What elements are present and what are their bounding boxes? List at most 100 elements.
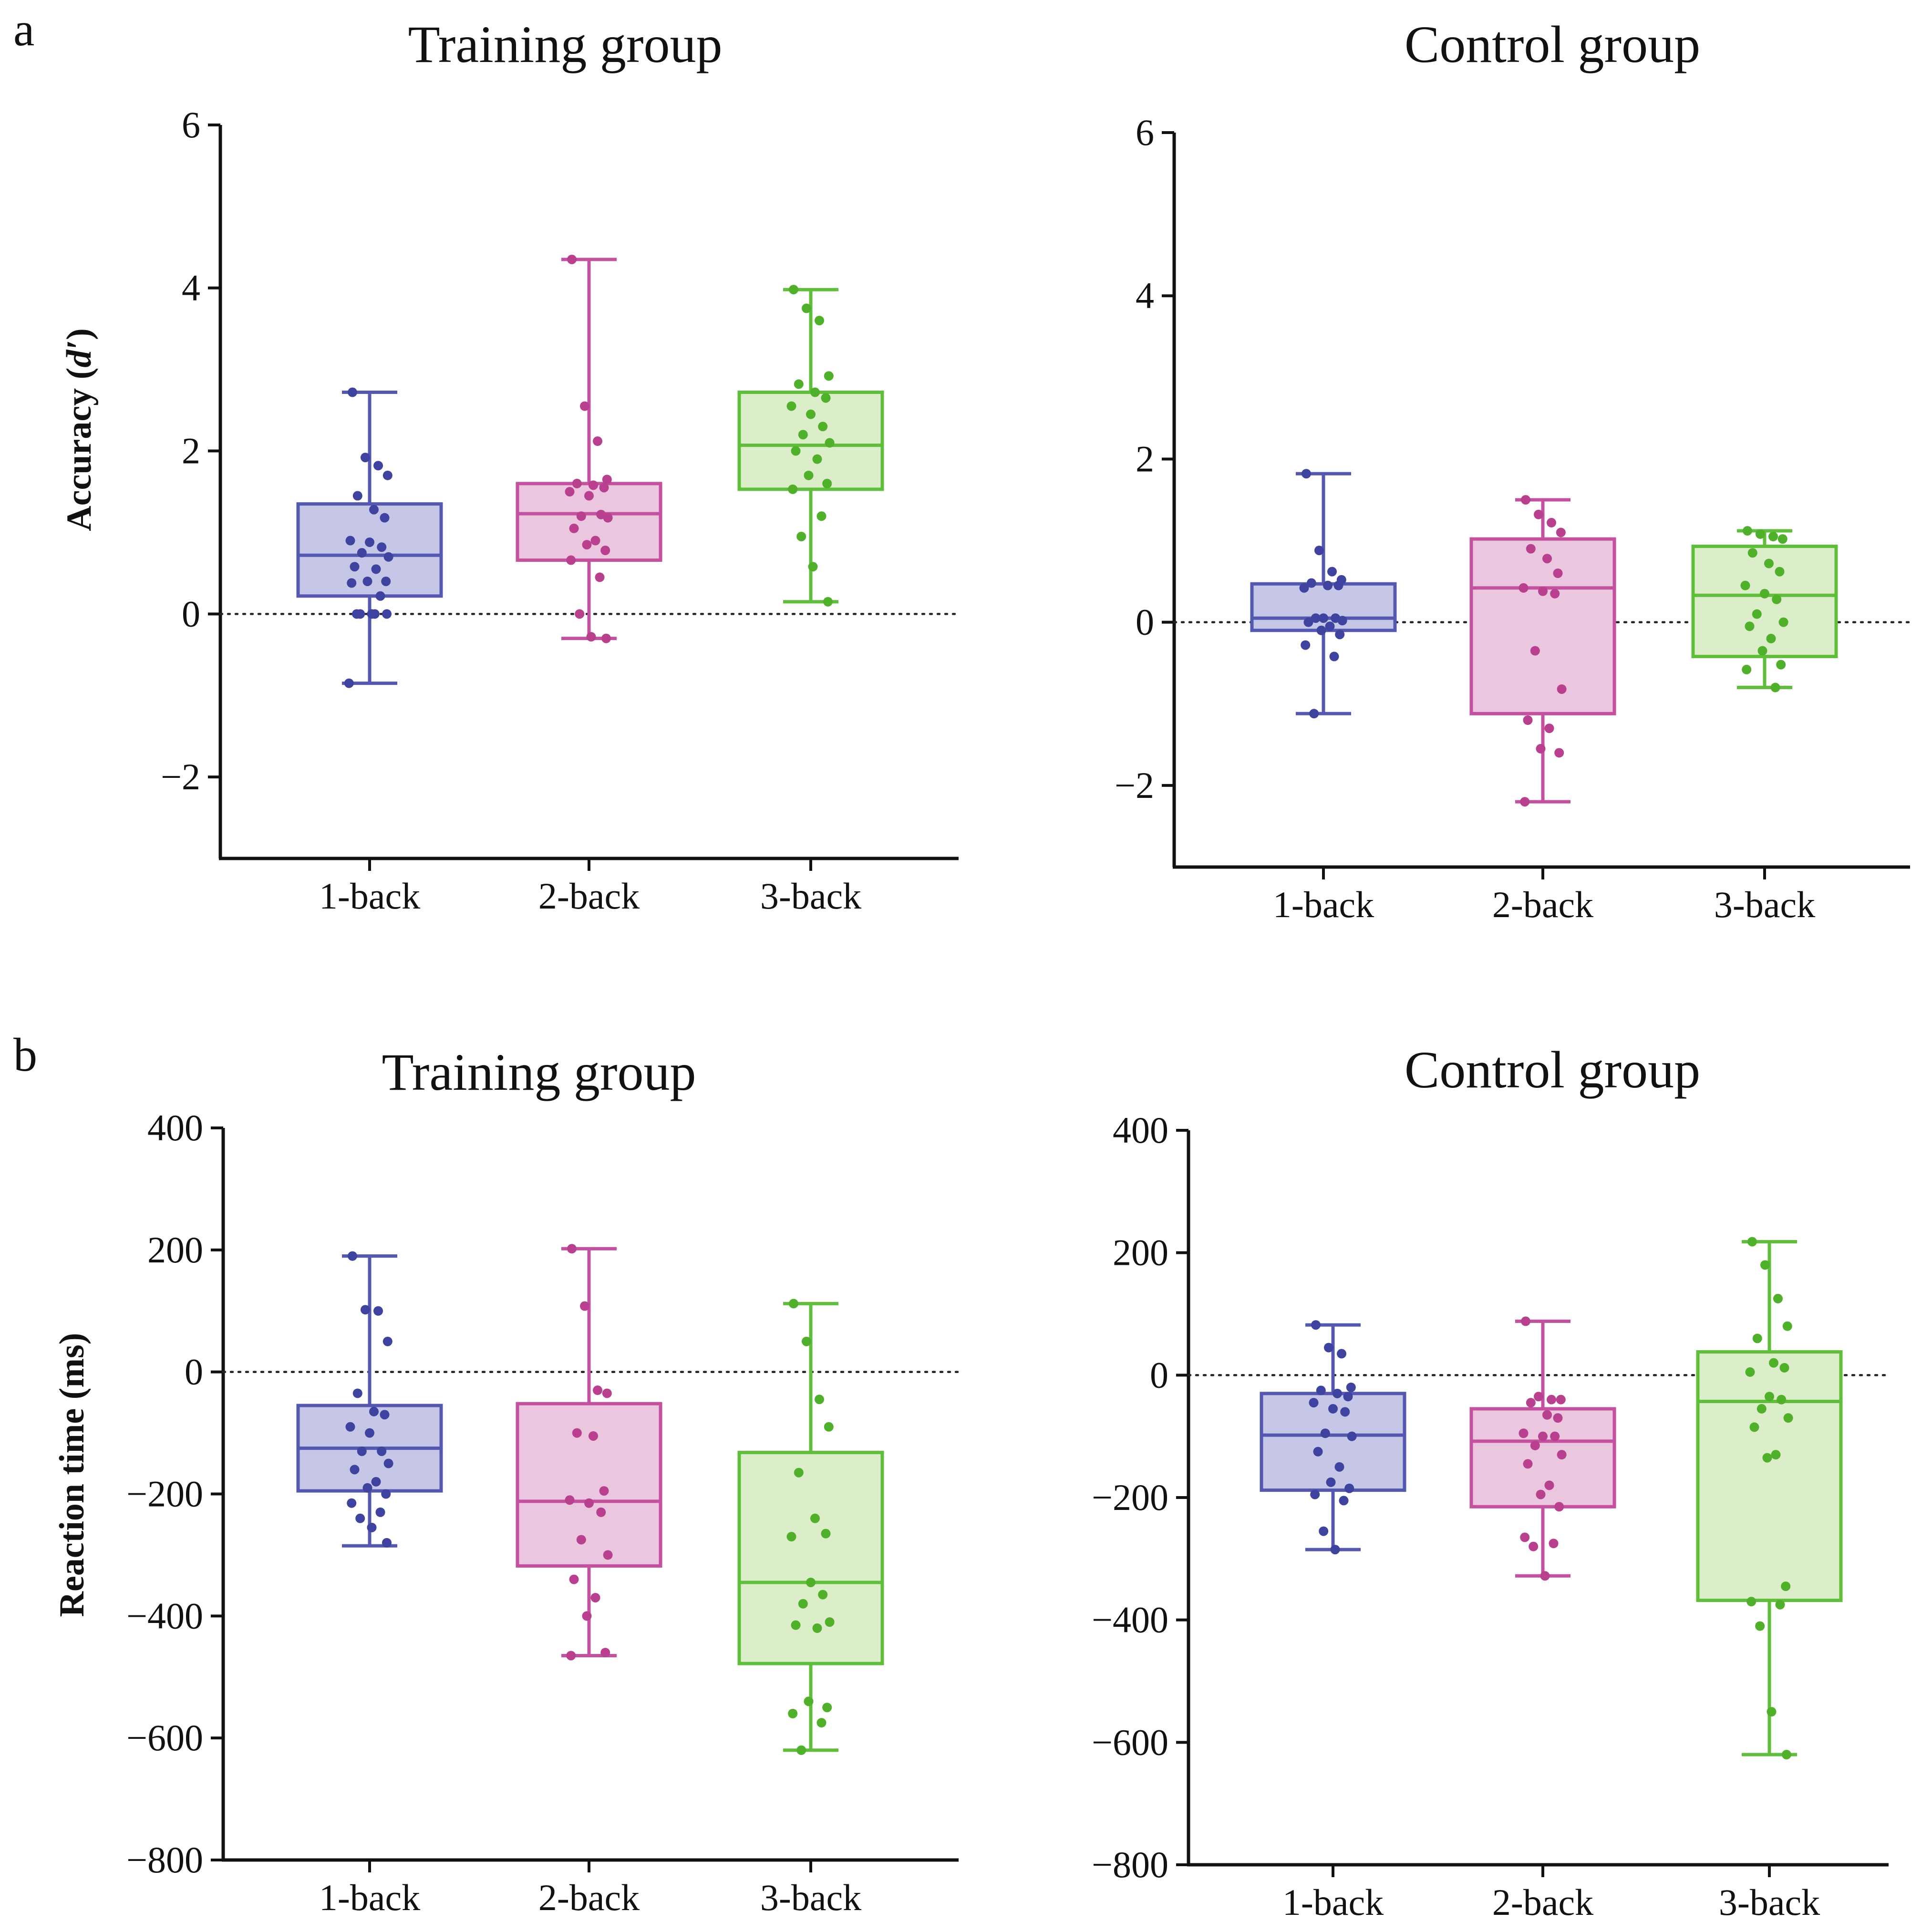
data-point (1313, 1447, 1323, 1457)
box-iqr (1250, 582, 1397, 632)
data-point (586, 632, 596, 642)
box-3-back (737, 1299, 884, 1755)
data-point (1520, 1532, 1530, 1542)
box-iqr (737, 1451, 884, 1665)
data-point (1316, 1385, 1326, 1395)
y-tick-label: 0 (182, 593, 200, 634)
y-tick-label: −400 (126, 1595, 203, 1636)
data-point (1344, 1483, 1354, 1493)
data-point (1323, 580, 1333, 590)
data-point (365, 1428, 374, 1438)
data-point (352, 491, 362, 501)
data-point (1752, 1333, 1762, 1343)
data-point (788, 1709, 798, 1718)
data-point (381, 1489, 391, 1499)
data-point (818, 1590, 828, 1600)
data-point (1752, 609, 1762, 619)
data-point (802, 1336, 811, 1346)
data-point (798, 430, 808, 440)
y-tick-label: 200 (1113, 1232, 1168, 1273)
y-tick-label: 2 (1136, 438, 1154, 479)
y-tick-label: 0 (1136, 601, 1154, 643)
data-point (1745, 1367, 1755, 1377)
y-tick-label: −600 (1092, 1721, 1168, 1763)
data-point (1526, 1398, 1536, 1408)
data-point (1557, 684, 1567, 694)
data-point (1554, 748, 1564, 758)
data-point (593, 1385, 602, 1395)
data-point (347, 1498, 357, 1508)
chart-title: Control group (1405, 15, 1700, 73)
data-point (786, 1532, 796, 1542)
data-point (1316, 625, 1326, 635)
y-axis-label-main: Accuracy ( (60, 368, 99, 531)
y-tick-label: 400 (147, 1107, 203, 1148)
data-point (362, 576, 372, 586)
data-point (825, 438, 835, 448)
y-tick-label: 400 (1113, 1109, 1168, 1151)
data-point (382, 609, 392, 619)
data-point (791, 446, 801, 456)
data-point (382, 1336, 393, 1346)
data-point (1314, 546, 1324, 556)
y-axis-label-close: ) (60, 328, 99, 340)
data-point (380, 513, 390, 523)
data-point (1544, 1480, 1554, 1490)
data-point (1772, 594, 1782, 604)
box-2-back (1469, 495, 1616, 807)
box-3-back (737, 285, 884, 607)
data-point (566, 555, 576, 565)
data-point (1768, 532, 1778, 541)
data-point (1547, 517, 1556, 527)
y-tick-label: −200 (1092, 1477, 1168, 1518)
data-point (1339, 1496, 1349, 1506)
chart-title: Training group (408, 15, 722, 73)
data-point (1326, 1477, 1336, 1487)
y-tick-label: 4 (182, 267, 200, 309)
data-point (798, 1599, 808, 1609)
data-point (1556, 1395, 1566, 1405)
data-point (567, 254, 577, 264)
y-tick-label: 2 (182, 430, 200, 472)
data-point (1781, 1581, 1791, 1591)
y-axis-label-italic: d′ (60, 340, 99, 368)
box-1-back (1250, 469, 1397, 719)
data-point (375, 591, 385, 601)
data-point (1303, 617, 1313, 627)
data-point (806, 409, 816, 419)
data-point (1550, 589, 1560, 599)
data-point (373, 461, 383, 471)
y-tick-label: −800 (1092, 1844, 1168, 1885)
data-point (812, 1623, 822, 1633)
data-point (347, 578, 357, 588)
data-point (815, 316, 824, 326)
data-point (1747, 1237, 1757, 1247)
data-point (1334, 1462, 1344, 1472)
y-axis-label: Accuracy (d′) (60, 328, 99, 531)
charts: Training group Accuracy (d′) −2 0 2 4 6 1-back 2… (52, 15, 1911, 1922)
data-point (1554, 1502, 1564, 1512)
data-point (1309, 709, 1319, 719)
data-point (1553, 1413, 1563, 1423)
data-point (1536, 1489, 1546, 1499)
data-point (1771, 1450, 1781, 1460)
data-point (1745, 621, 1755, 631)
data-point (367, 1522, 377, 1532)
data-point (821, 393, 831, 403)
data-point (582, 1611, 592, 1621)
y-tick-label: 0 (1150, 1354, 1168, 1395)
data-point (1773, 1293, 1783, 1303)
data-point (576, 511, 586, 521)
data-point (1549, 1539, 1559, 1549)
data-point (1749, 1422, 1759, 1432)
data-point (362, 1483, 372, 1493)
data-point (1775, 567, 1785, 577)
data-point (804, 1696, 814, 1706)
data-point (569, 523, 579, 533)
data-point (1335, 630, 1345, 640)
data-point (1325, 621, 1335, 631)
x-tick-label: 1-back (1282, 1881, 1384, 1922)
x-tick-label: 3-back (1719, 1881, 1820, 1922)
data-point (1547, 1395, 1556, 1405)
data-point (1337, 1349, 1346, 1359)
